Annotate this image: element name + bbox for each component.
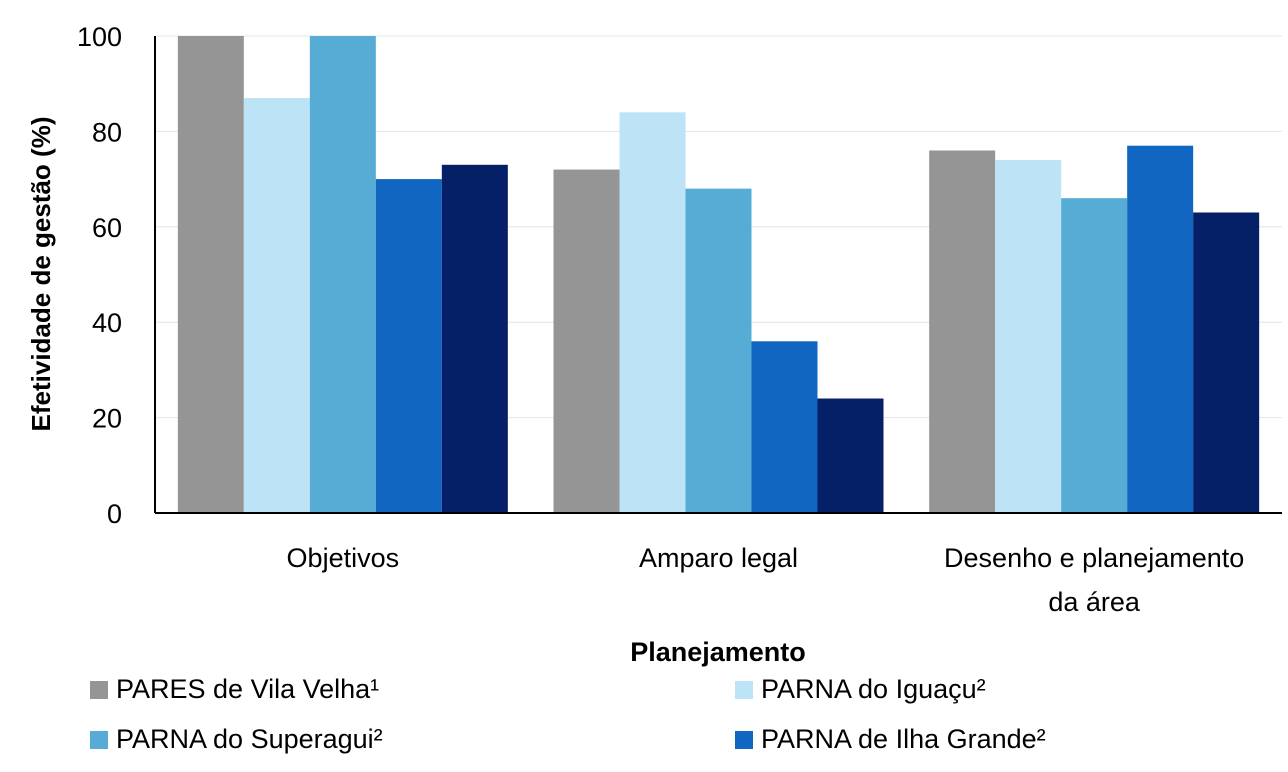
bar-series-0-cat-2 <box>929 150 996 514</box>
category-label: da área <box>1048 587 1141 617</box>
bar-series-3-cat-2 <box>1127 145 1194 513</box>
bar-series-1-cat-2 <box>995 160 1062 513</box>
bar-series-0-cat-0 <box>177 36 244 513</box>
bar-series-4-cat-2 <box>1193 212 1260 514</box>
bar-series-1-cat-0 <box>243 98 310 513</box>
legend-label: PARNA do Superagui² <box>116 724 383 754</box>
bars <box>177 36 1260 514</box>
y-tick-label: 20 <box>92 404 122 434</box>
legend-swatch <box>735 731 753 749</box>
bar-series-3-cat-1 <box>751 341 818 513</box>
bar-series-2-cat-2 <box>1061 198 1128 513</box>
y-tick-label: 80 <box>92 117 122 147</box>
category-labels: Objetivos Amparo legal Desenho e planejame… <box>287 543 1245 617</box>
bar-series-1-cat-1 <box>619 112 686 513</box>
legend-label: PARNA de Ilha Grande² <box>761 724 1046 754</box>
legend-label: PARNA do Iguaçu² <box>761 674 986 704</box>
y-tick-label: 60 <box>92 213 122 243</box>
y-tick-label: 40 <box>92 308 122 338</box>
legend-swatch <box>90 681 108 699</box>
bar-series-4-cat-0 <box>441 164 508 514</box>
legend: PARES de Vila Velha¹ PARNA do Iguaçu² PARN… <box>90 674 1046 754</box>
legend-label: PARES de Vila Velha¹ <box>116 674 379 704</box>
y-tick-label: 100 <box>77 22 122 52</box>
y-tick-labels: 0 20 40 60 80 100 <box>77 22 122 529</box>
bar-series-2-cat-1 <box>685 188 752 513</box>
bar-series-2-cat-0 <box>309 36 376 513</box>
y-tick-label: 0 <box>107 499 122 529</box>
x-axis-label: Planejamento <box>630 637 806 667</box>
bar-series-0-cat-1 <box>553 169 620 513</box>
category-label: Amparo legal <box>639 543 798 573</box>
legend-swatch <box>90 731 108 749</box>
y-axis-label: Efetividade de gestão (%) <box>26 117 56 432</box>
category-label: Desenho e planejamento <box>944 543 1244 573</box>
legend-swatch <box>735 681 753 699</box>
bar-series-4-cat-1 <box>817 398 884 513</box>
category-label: Objetivos <box>287 543 400 573</box>
bar-series-3-cat-0 <box>375 179 442 513</box>
